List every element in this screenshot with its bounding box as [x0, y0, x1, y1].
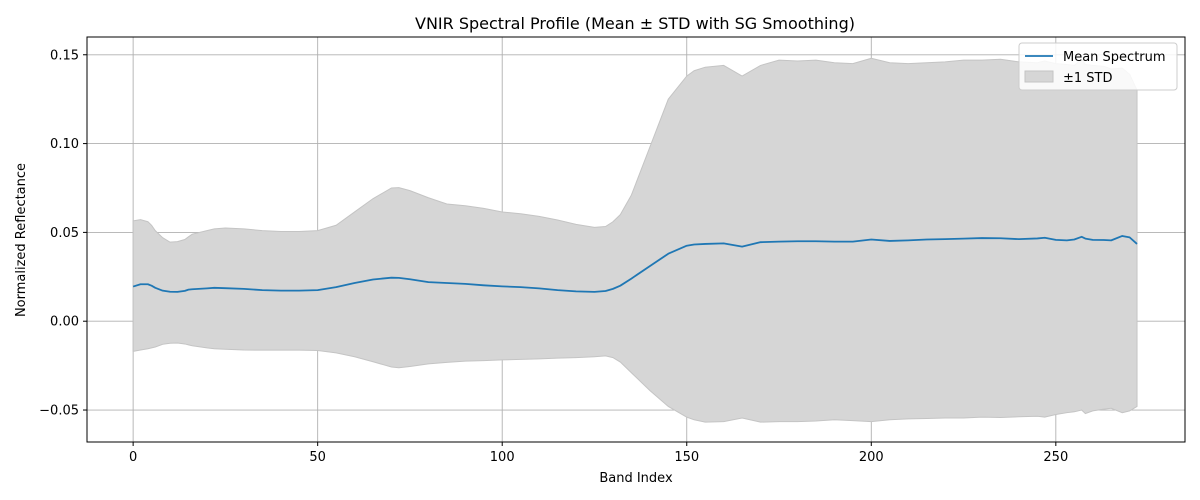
y-tick-label: 0.15 — [50, 48, 79, 63]
y-tick-label: 0.10 — [50, 137, 79, 152]
y-tick-label: 0.00 — [50, 315, 79, 330]
legend-std-swatch — [1024, 70, 1054, 83]
x-tick-label: 50 — [309, 450, 326, 465]
y-tick-label: −0.05 — [39, 404, 79, 419]
legend-mean-label: Mean Spectrum — [1063, 50, 1166, 65]
x-tick-label: 100 — [490, 450, 515, 465]
legend-box — [1018, 42, 1178, 91]
x-tick-label: 200 — [859, 450, 884, 465]
y-axis-ticks: −0.05 0.00 0.05 0.10 0.15 — [39, 48, 87, 419]
y-axis-label: Normalized Reflectance — [14, 163, 29, 317]
x-tick-label: 0 — [129, 450, 137, 465]
x-tick-label: 150 — [674, 450, 699, 465]
std-band-area — [132, 57, 1138, 423]
mean-spectrum-line — [132, 235, 1138, 293]
chart-title: VNIR Spectral Profile (Mean ± STD with S… — [415, 14, 855, 33]
plot-frame — [86, 36, 1186, 443]
x-axis-label: Band Index — [599, 471, 673, 486]
x-tick-label: 250 — [1043, 450, 1068, 465]
legend-std-label: ±1 STD — [1063, 71, 1113, 86]
x-axis-ticks: 0 50 100 150 200 250 — [129, 442, 1068, 465]
legend: Mean Spectrum ±1 STD — [1018, 42, 1178, 91]
y-tick-label: 0.05 — [50, 226, 79, 241]
